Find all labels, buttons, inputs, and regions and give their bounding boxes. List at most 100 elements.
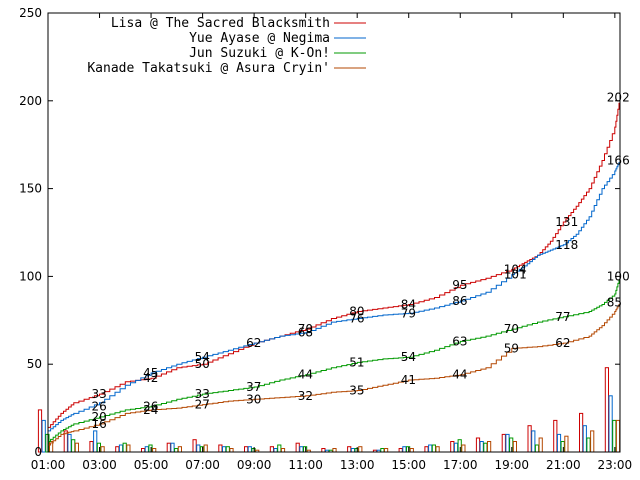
data-label: 104 (504, 262, 527, 276)
hourly-bar (538, 437, 543, 453)
hourly-bar (273, 448, 278, 453)
data-label: 32 (298, 389, 313, 403)
x-tick-label: 17:00 (443, 458, 478, 472)
hourly-bar (218, 444, 223, 453)
hourly-bar (424, 446, 429, 453)
data-label: 70 (504, 322, 519, 336)
hourly-bar (71, 439, 76, 453)
hourly-bar (612, 419, 617, 453)
x-tick-label: 09:00 (237, 458, 272, 472)
hourly-bar (534, 444, 540, 453)
data-label: 45 (143, 366, 158, 380)
hourly-bar (144, 446, 149, 453)
data-label: 59 (504, 341, 519, 355)
hourly-bar (277, 444, 282, 453)
hourly-bar (295, 442, 300, 453)
plot-frame (47, 12, 621, 453)
hourly-bar (67, 433, 72, 453)
data-label: 30 (246, 392, 261, 406)
hourly-bar (512, 441, 517, 453)
series-line (48, 160, 621, 432)
hourly-bar (431, 444, 436, 453)
x-tick-label: 01:00 (31, 458, 66, 472)
hourly-bar (582, 425, 587, 453)
data-label: 16 (92, 417, 107, 431)
legend-label: Jun Suzuki @ K-On! (189, 46, 330, 61)
data-label: 42 (143, 371, 158, 385)
hourly-bar (457, 439, 462, 453)
hourly-bar (350, 448, 355, 453)
data-label: 80 (349, 305, 364, 319)
data-label: 20 (92, 410, 107, 424)
data-label: 85 (607, 296, 622, 310)
hourly-bar (380, 448, 385, 453)
legend-label: Lisa @ The Sacred Blacksmith (111, 16, 330, 31)
x-tick-label: 21:00 (546, 458, 581, 472)
hourly-bar (501, 433, 506, 453)
x-tick-label: 15:00 (391, 458, 426, 472)
series-line (48, 302, 621, 446)
data-label: 62 (246, 336, 261, 350)
y-tick-label: 150 (19, 182, 42, 196)
data-label: 101 (504, 268, 527, 282)
hourly-bar (115, 446, 120, 453)
hourly-bar (332, 448, 337, 453)
hourly-bar (174, 448, 179, 453)
hourly-bar (560, 441, 565, 453)
x-tick-label: 07:00 (185, 458, 220, 472)
hourly-bar (203, 444, 208, 453)
hourly-bar (299, 446, 304, 453)
data-label: 166 (607, 154, 630, 168)
series-line (48, 97, 621, 428)
hourly-bar (122, 442, 127, 453)
hourly-bar (148, 444, 153, 453)
hourly-bar (126, 444, 131, 453)
hourly-bar (89, 441, 94, 453)
legend-label: Yue Ayase @ Negima (189, 31, 330, 46)
hourly-bar (409, 448, 414, 453)
hourly-bar (222, 446, 227, 453)
hourly-bar (564, 435, 569, 453)
hourly-bar (487, 441, 492, 453)
hourly-bar (358, 446, 363, 453)
hourly-bar (196, 444, 201, 453)
data-label: 24 (143, 403, 158, 417)
hourly-bar (384, 448, 389, 453)
data-label: 63 (452, 334, 467, 348)
hourly-bar (41, 419, 46, 453)
hourly-bar (303, 446, 308, 453)
hourly-bar (527, 425, 532, 453)
hourly-bar (192, 439, 197, 453)
hourly-bar (531, 430, 536, 453)
hourly-bar (586, 437, 591, 453)
hourly-bar (152, 448, 157, 453)
data-label: 26 (143, 399, 158, 413)
x-tick-label: 19:00 (494, 458, 529, 472)
data-label: 54 (401, 350, 416, 364)
data-label: 76 (349, 312, 364, 326)
data-label: 84 (401, 298, 416, 312)
hourly-bar (247, 446, 252, 453)
hourly-bar (579, 412, 584, 453)
axes: 0 50 100 150 200 250 01:00 03:00 05:00 07:00 09:00… (19, 6, 632, 472)
hourly-bar (398, 448, 403, 453)
data-label: 41 (401, 373, 416, 387)
hourly-bar (402, 446, 407, 453)
hourly-bar (435, 446, 440, 453)
data-label: 68 (298, 326, 313, 340)
hourly-bar (450, 441, 455, 453)
data-label: 54 (195, 350, 210, 364)
data-label: 37 (246, 380, 261, 394)
x-tick-label: 03:00 (82, 458, 117, 472)
data-label: 35 (349, 384, 364, 398)
hourly-bar (166, 442, 171, 453)
hourly-bar (269, 446, 274, 453)
hourly-bar (347, 446, 352, 453)
hourly-bar (479, 441, 484, 453)
data-label: 50 (195, 357, 210, 371)
hourly-bar (93, 430, 98, 453)
hourly-bar (321, 448, 326, 453)
